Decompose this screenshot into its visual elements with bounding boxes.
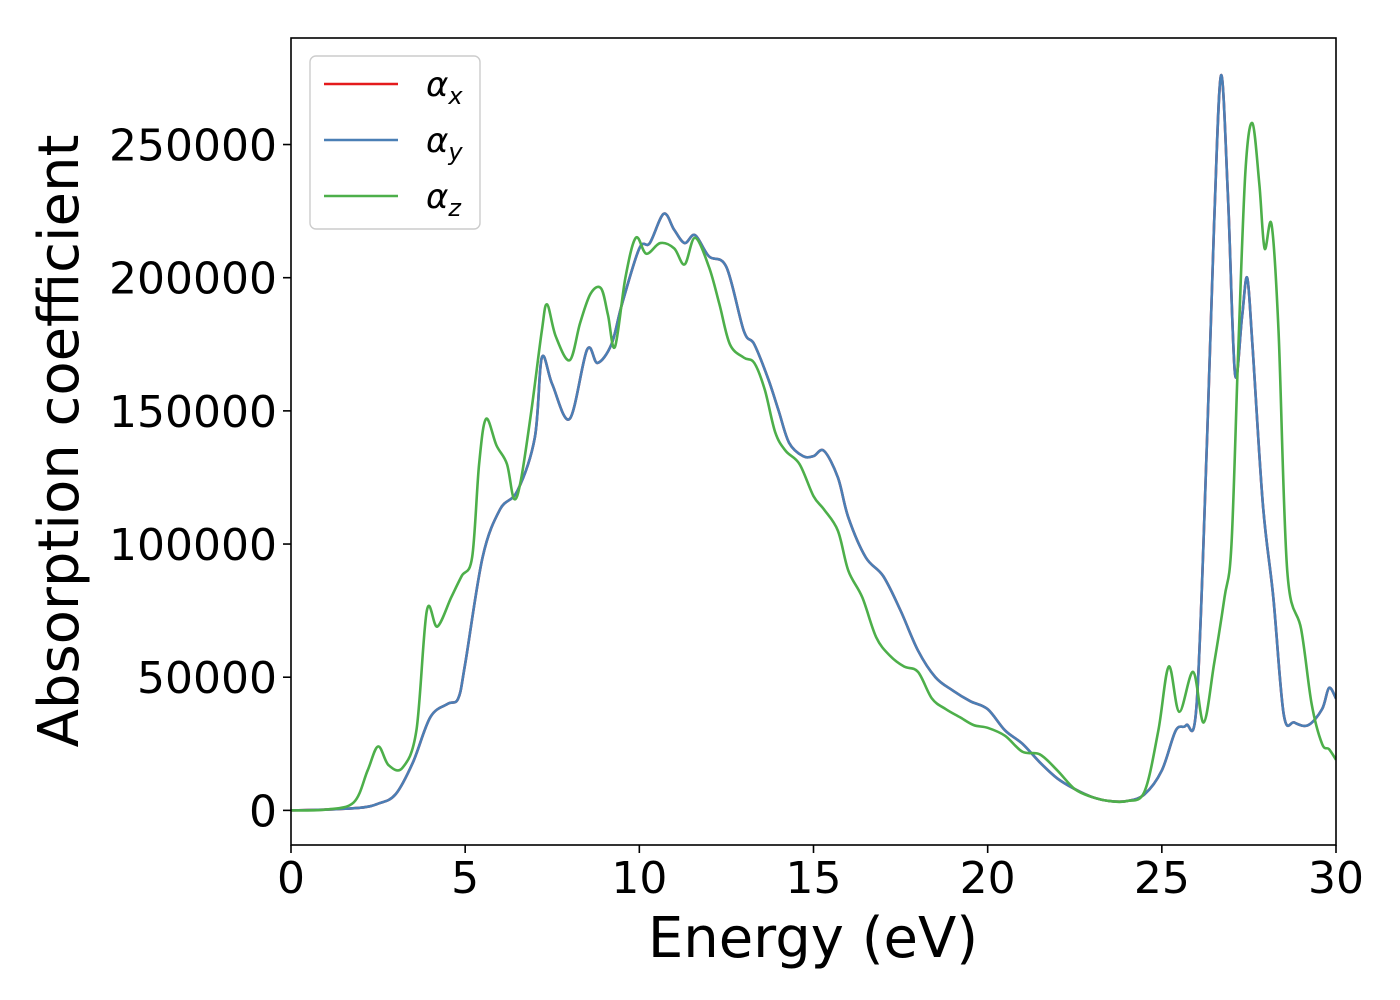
legend-label-z: αz	[426, 177, 462, 222]
legend-label-x: αx	[426, 65, 463, 110]
x-axis-label: Energy (eV)	[648, 906, 978, 971]
y-axis-label: Absorption coefficient	[27, 135, 92, 748]
y-tick-label: 200000	[109, 254, 277, 305]
y-tick-label: 100000	[109, 520, 277, 571]
x-tick-label: 20	[960, 853, 1016, 904]
legend-label-y: αy	[426, 121, 463, 166]
y-tick-label: 0	[249, 786, 277, 837]
series-line-y	[291, 73, 1336, 812]
legend-box	[309, 55, 481, 230]
x-axis-ticks: 0 5 10 15 20 25 30	[277, 845, 1364, 904]
x-tick-label: 30	[1308, 853, 1364, 904]
y-tick-label: 150000	[109, 387, 277, 438]
y-tick-label: 250000	[109, 121, 277, 172]
x-tick-label: 25	[1134, 853, 1190, 904]
y-tick-label: 50000	[137, 653, 277, 704]
x-tick-label: 15	[786, 853, 842, 904]
x-tick-label: 0	[277, 853, 305, 904]
y-axis-ticks: 0 50000 100000 150000 200000 250000	[109, 121, 291, 837]
x-tick-label: 5	[451, 853, 479, 904]
series-line-z	[291, 121, 1336, 812]
x-tick-label: 10	[611, 853, 667, 904]
series-lines	[291, 73, 1336, 812]
legend: αx αy αz	[309, 55, 481, 230]
